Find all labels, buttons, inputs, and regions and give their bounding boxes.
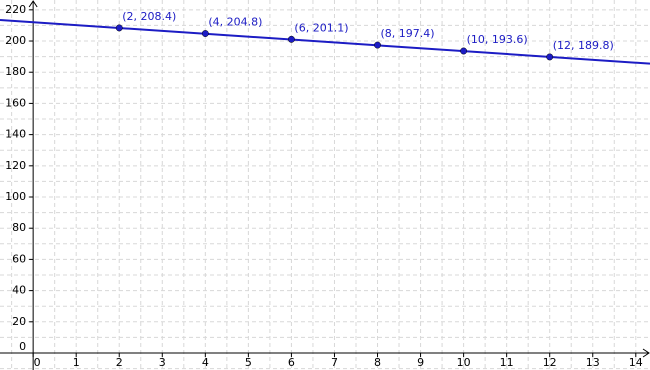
x-tick-label: 4 — [202, 356, 209, 369]
x-tick-label: 11 — [500, 356, 514, 369]
point — [287, 35, 295, 43]
x-tick-label: 14 — [629, 356, 643, 369]
y-tick-label: 80 — [12, 221, 26, 234]
point — [546, 53, 554, 61]
y-tick-label: 60 — [12, 252, 26, 265]
y-tick-label: 120 — [5, 159, 26, 172]
point — [460, 47, 468, 55]
x-tick-label: 9 — [417, 356, 424, 369]
x-tick-label: 2 — [116, 356, 123, 369]
x-tick-label: 6 — [288, 356, 295, 369]
y-tick-label: 200 — [5, 34, 26, 47]
y-tick-label: 40 — [12, 284, 26, 297]
x-tick-label: 8 — [374, 356, 381, 369]
x-tick-label: 13 — [586, 356, 600, 369]
point — [374, 41, 381, 49]
x-tick-label: 10 — [457, 356, 471, 369]
line — [0, 18, 650, 65]
x-tick-label: 3 — [159, 356, 166, 369]
x-tick-label: 12 — [543, 356, 557, 369]
x-tick-label: 5 — [245, 356, 252, 369]
x-tick-label: 0 — [34, 356, 41, 369]
point-label: (8, 197.4) — [381, 27, 435, 40]
x-tick-label: 1 — [73, 356, 80, 369]
y-axis-arrow — [28, 0, 38, 8]
y-tick-label: 160 — [5, 96, 26, 109]
x-tick-label: 7 — [331, 356, 338, 369]
point-label: (4, 204.8) — [208, 16, 262, 29]
point — [115, 24, 123, 32]
y-tick-label: 140 — [5, 128, 26, 141]
y-tick-label: 20 — [12, 315, 26, 328]
point-label: (2, 208.4) — [122, 10, 176, 23]
point-label: (10, 193.6) — [467, 33, 528, 46]
y-tick-label: 180 — [5, 65, 26, 78]
y-tick-label: 0 — [19, 340, 26, 353]
y-tick-label: 220 — [5, 3, 26, 16]
point-label: (12, 189.8) — [553, 39, 614, 52]
point-label: (6, 201.1) — [294, 21, 348, 34]
y-tick-label: 100 — [5, 190, 26, 203]
point — [201, 30, 209, 37]
x-axis-arrow — [642, 348, 650, 358]
